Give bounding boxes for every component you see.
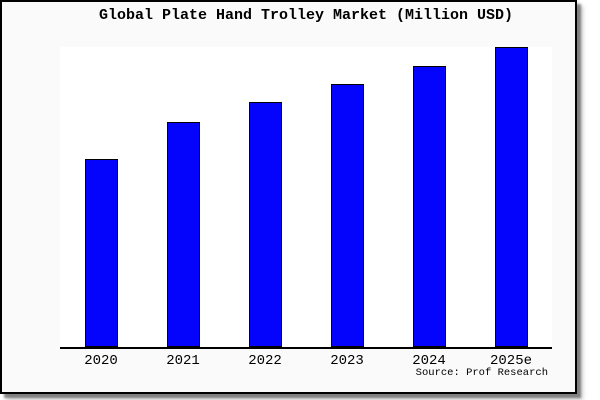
bar-2020 <box>84 159 118 347</box>
plot-area <box>60 47 552 349</box>
x-axis-label: 2025e <box>489 353 532 369</box>
chart-title: Global Plate Hand Trolley Market (Millio… <box>98 7 514 24</box>
x-axis-label: 2024 <box>412 353 446 369</box>
x-axis-label: 2022 <box>248 353 282 369</box>
x-axis-label: 2020 <box>84 353 118 369</box>
bar-2023 <box>330 84 364 347</box>
bar-2025e <box>494 47 528 347</box>
source-credit: Source: Prof Research <box>415 367 548 379</box>
x-axis-label: 2021 <box>166 353 200 369</box>
chart-card: Global Plate Hand Trolley Market (Millio… <box>0 0 577 394</box>
bar-2021 <box>166 122 200 347</box>
x-axis-label: 2023 <box>330 353 364 369</box>
x-axis-labels: 2020 2021 2022 2023 2024 2025e <box>60 353 552 369</box>
bar-2022 <box>248 102 282 347</box>
bar-2024 <box>412 66 446 347</box>
